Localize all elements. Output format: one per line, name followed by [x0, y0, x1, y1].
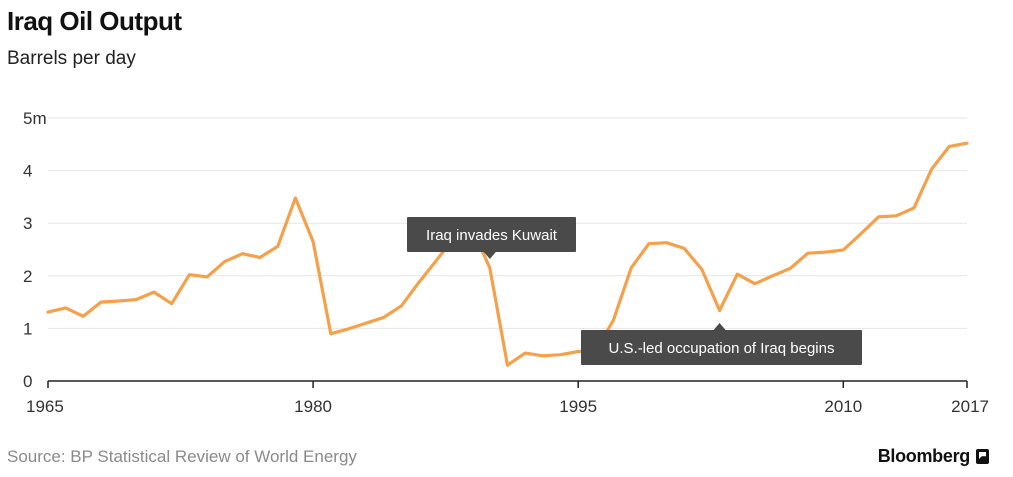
- annotations: Iraq invades Kuwait U.S.-led occupation o…: [407, 217, 862, 365]
- x-tick-label: 1995: [559, 397, 597, 416]
- bloomberg-icon: [976, 449, 989, 464]
- x-tick-label: 1965: [26, 397, 64, 416]
- y-tick-label: 2: [23, 267, 32, 286]
- source-note: Source: BP Statistical Review of World E…: [7, 447, 357, 466]
- chart-subtitle: Barrels per day: [7, 48, 136, 69]
- y-tick-label: 0: [23, 372, 32, 391]
- y-tick-label: 3: [23, 214, 32, 233]
- annotation-pointer: [713, 323, 726, 330]
- x-tick-label: 2010: [824, 397, 862, 416]
- y-tick-label: 5m: [23, 109, 47, 128]
- y-tick-label: 4: [23, 162, 32, 181]
- x-tick-label: 2017: [951, 397, 989, 416]
- chart-title: Iraq Oil Output: [7, 6, 182, 36]
- annotation-box: [581, 330, 862, 365]
- y-axis-ticks: 0 1 2 3 4 5m: [23, 109, 47, 391]
- annotation-box: [407, 217, 576, 252]
- annotation-label: U.S.-led occupation of Iraq begins: [609, 340, 835, 357]
- annotation-label: Iraq invades Kuwait: [426, 227, 558, 244]
- bloomberg-logo: Bloomberg: [878, 446, 989, 467]
- x-axis: 1965 1980 1995 2010 2017: [26, 380, 989, 416]
- x-tick-label: 1980: [294, 397, 332, 416]
- series-line: [46, 141, 969, 367]
- brand-label: Bloomberg: [877, 446, 971, 466]
- y-tick-label: 1: [23, 319, 32, 338]
- annotation-pointer: [483, 252, 496, 259]
- oil-output-line: [46, 141, 969, 367]
